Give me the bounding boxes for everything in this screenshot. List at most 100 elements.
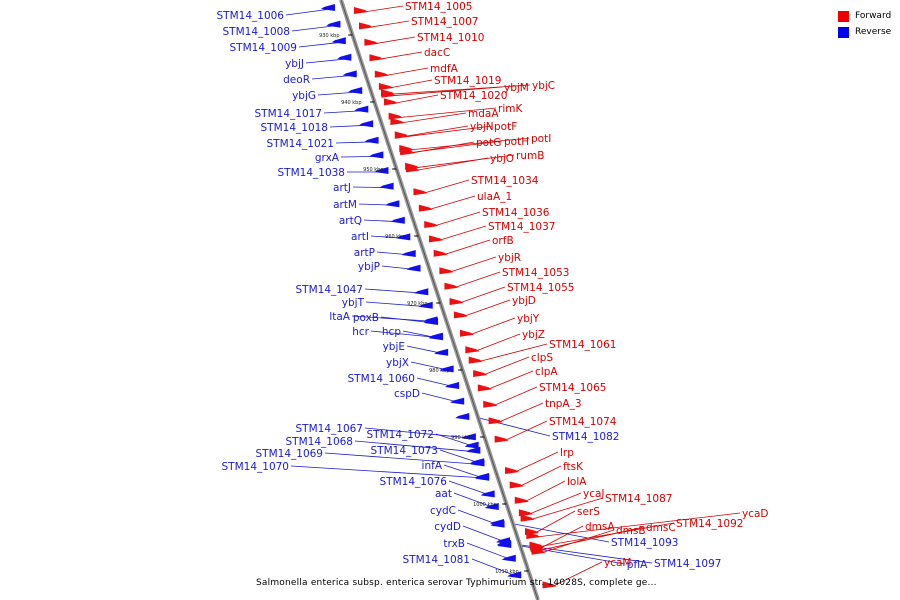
gene-label-ybjC[interactable]: ybjC <box>532 80 555 92</box>
gene-label-STM14_1068[interactable]: STM14_1068 <box>286 436 353 448</box>
gene-label-STM14_1093[interactable]: STM14_1093 <box>611 537 678 549</box>
gene-label-ftsK[interactable]: ftsK <box>563 461 584 473</box>
gene-label-trxB[interactable]: trxB <box>443 538 465 550</box>
gene-label-ybjP[interactable]: ybjP <box>358 261 380 273</box>
gene-feature-ybjZ[interactable] <box>465 346 480 354</box>
gene-label-ybjT[interactable]: ybjT <box>342 297 365 309</box>
gene-label-ybjJ[interactable]: ybjJ <box>285 58 304 70</box>
gene-label-ybjZ[interactable]: ybjZ <box>522 329 545 341</box>
gene-label-dmsC[interactable]: dmsC <box>646 522 676 534</box>
gene-feature-STM14_1020[interactable] <box>383 98 398 106</box>
gene-label-infA[interactable]: infA <box>422 460 443 472</box>
gene-label-STM14_1009[interactable]: STM14_1009 <box>230 42 297 54</box>
gene-label-STM14_1047[interactable]: STM14_1047 <box>296 284 363 296</box>
gene-feature-STM14_1061[interactable] <box>468 356 483 364</box>
gene-feature-STM14_1019[interactable] <box>378 83 393 90</box>
gene-label-STM14_1038[interactable]: STM14_1038 <box>278 167 345 179</box>
gene-feature-STM14_1034[interactable] <box>413 188 428 196</box>
gene-feature-deoR[interactable] <box>342 70 357 78</box>
gene-feature-ybjT[interactable] <box>418 301 433 309</box>
gene-label-ybjG[interactable]: ybjG <box>292 90 316 102</box>
gene-label-ybjX[interactable]: ybjX <box>386 357 409 369</box>
gene-label-pflA[interactable]: pflA <box>627 559 648 571</box>
gene-label-hcp[interactable]: hcp <box>382 326 401 338</box>
gene-feature-ulaA_1[interactable] <box>418 204 433 212</box>
gene-label-STM14_1069[interactable]: STM14_1069 <box>256 448 323 460</box>
gene-label-STM14_1076[interactable]: STM14_1076 <box>380 476 448 488</box>
gene-label-STM14_1073[interactable]: STM14_1073 <box>371 445 438 457</box>
gene-label-potI[interactable]: potI <box>531 133 551 145</box>
gene-feature-ftsK[interactable] <box>509 481 524 489</box>
gene-label-lrp[interactable]: lrp <box>560 447 574 459</box>
gene-feature-STM14_1021[interactable] <box>364 136 379 144</box>
gene-feature-poxB[interactable] <box>424 318 439 325</box>
gene-label-poxB[interactable]: poxB <box>353 312 379 324</box>
gene-label-mdfA[interactable]: mdfA <box>430 63 459 75</box>
gene-feature-STM14_1036[interactable] <box>424 221 439 228</box>
gene-label-ybjE[interactable]: ybjE <box>383 341 405 353</box>
gene-feature-lrp[interactable] <box>504 467 519 474</box>
gene-label-STM14_1008[interactable]: STM14_1008 <box>223 26 290 38</box>
gene-feature-ycaD[interactable] <box>526 532 541 539</box>
gene-label-STM14_1067[interactable]: STM14_1067 <box>296 423 363 435</box>
gene-label-tnpA_3[interactable]: tnpA_3 <box>545 398 582 410</box>
gene-label-artM[interactable]: artM <box>333 199 357 211</box>
gene-feature-cspD[interactable] <box>450 397 465 405</box>
gene-label-STM14_1087[interactable]: STM14_1087 <box>605 493 672 505</box>
gene-feature-ybjC[interactable] <box>380 89 395 97</box>
gene-label-ycaJ[interactable]: ycaJ <box>583 488 605 500</box>
gene-feature-STM14_1093[interactable] <box>490 519 505 526</box>
gene-feature-lolA[interactable] <box>514 496 529 504</box>
gene-label-STM14_1065[interactable]: STM14_1065 <box>539 382 606 394</box>
gene-feature-STM14_1073[interactable] <box>470 458 485 466</box>
gene-feature-mdfA[interactable] <box>374 70 389 78</box>
gene-label-ycaM[interactable]: ycaM <box>604 557 631 569</box>
gene-feature-STM14_1065[interactable] <box>483 400 498 408</box>
gene-feature-STM14_1005[interactable] <box>353 7 368 14</box>
gene-feature-STM14_1006[interactable] <box>320 4 335 11</box>
gene-feature-STM14_1055[interactable] <box>449 298 464 305</box>
gene-label-artQ[interactable]: artQ <box>339 215 362 227</box>
gene-label-ybjD[interactable]: ybjD <box>512 295 536 307</box>
gene-feature-potF[interactable] <box>394 131 409 139</box>
gene-feature-STM14_1037[interactable] <box>428 235 443 243</box>
gene-label-aat[interactable]: aat <box>435 488 452 500</box>
gene-feature-ycaM[interactable] <box>542 581 557 589</box>
gene-feature-STM14_1097[interactable] <box>496 540 511 547</box>
gene-feature-orfB[interactable] <box>433 249 448 257</box>
gene-label-cydC[interactable]: cydC <box>430 505 456 517</box>
gene-label-STM14_1055[interactable]: STM14_1055 <box>507 282 574 294</box>
gene-label-dacC[interactable]: dacC <box>424 47 450 59</box>
gene-label-STM14_1006[interactable]: STM14_1006 <box>217 10 285 22</box>
gene-feature-ybjD[interactable] <box>453 311 468 319</box>
gene-feature-STM14_1017[interactable] <box>354 105 369 113</box>
gene-label-STM14_1018[interactable]: STM14_1018 <box>261 122 328 134</box>
gene-feature-potI[interactable] <box>399 145 414 152</box>
gene-label-grxA[interactable]: grxA <box>315 152 340 164</box>
gene-feature-STM14_1038[interactable] <box>374 167 389 174</box>
gene-feature-STM14_1008[interactable] <box>326 20 341 28</box>
gene-label-mdaA[interactable]: mdaA <box>468 108 499 120</box>
gene-feature-STM14_1076[interactable] <box>480 490 495 498</box>
gene-label-STM14_1034[interactable]: STM14_1034 <box>471 175 539 187</box>
gene-label-STM14_1060[interactable]: STM14_1060 <box>348 373 415 385</box>
gene-feature-STM14_1047[interactable] <box>414 288 429 296</box>
gene-label-potG[interactable]: potG <box>476 137 501 149</box>
gene-label-STM14_1053[interactable]: STM14_1053 <box>502 267 569 279</box>
gene-feature-aat[interactable] <box>484 503 499 510</box>
gene-label-rimK[interactable]: rimK <box>498 103 523 115</box>
gene-feature-STM14_1018[interactable] <box>359 120 374 128</box>
gene-feature-ybjY[interactable] <box>459 329 474 337</box>
gene-feature-STM14_1053[interactable] <box>444 282 459 290</box>
gene-label-STM14_1017[interactable]: STM14_1017 <box>255 108 322 120</box>
gene-feature-ybjP[interactable] <box>406 264 421 272</box>
gene-feature-artJ[interactable] <box>379 182 394 190</box>
gene-label-STM14_1061[interactable]: STM14_1061 <box>549 339 616 351</box>
gene-feature-ycaJ[interactable] <box>518 509 533 517</box>
gene-feature-artI[interactable] <box>396 233 411 241</box>
gene-label-STM14_1074[interactable]: STM14_1074 <box>549 416 617 428</box>
gene-feature-artQ[interactable] <box>390 216 405 224</box>
gene-feature-STM14_1092[interactable] <box>529 541 544 549</box>
gene-label-ybjM[interactable]: ybjM <box>504 82 529 94</box>
gene-feature-hcp[interactable] <box>429 333 444 341</box>
